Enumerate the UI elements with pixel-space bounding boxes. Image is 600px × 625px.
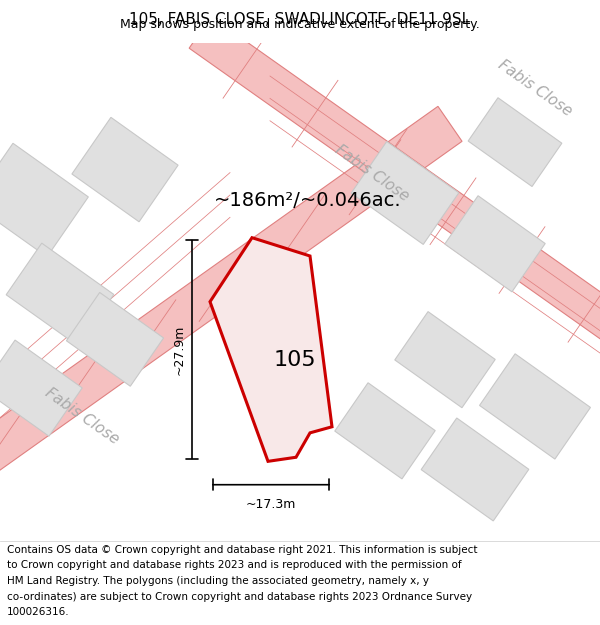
Polygon shape (72, 118, 178, 222)
Text: ~186m²/~0.046ac.: ~186m²/~0.046ac. (214, 191, 402, 210)
Polygon shape (351, 141, 459, 244)
Text: ~17.3m: ~17.3m (246, 498, 296, 511)
Text: 100026316.: 100026316. (7, 608, 70, 618)
Polygon shape (0, 106, 462, 497)
Text: 105, FABIS CLOSE, SWADLINCOTE, DE11 9SL: 105, FABIS CLOSE, SWADLINCOTE, DE11 9SL (130, 12, 470, 27)
Polygon shape (421, 418, 529, 521)
Text: Contains OS data © Crown copyright and database right 2021. This information is : Contains OS data © Crown copyright and d… (7, 545, 478, 555)
Text: co-ordinates) are subject to Crown copyright and database rights 2023 Ordnance S: co-ordinates) are subject to Crown copyr… (7, 592, 472, 602)
Text: HM Land Registry. The polygons (including the associated geometry, namely x, y: HM Land Registry. The polygons (includin… (7, 576, 429, 586)
Polygon shape (395, 312, 495, 408)
Polygon shape (479, 354, 590, 459)
Text: ~27.9m: ~27.9m (173, 324, 186, 375)
Polygon shape (468, 98, 562, 186)
Polygon shape (0, 143, 88, 257)
Text: Fabis Close: Fabis Close (42, 386, 122, 448)
Polygon shape (67, 292, 164, 386)
Text: 105: 105 (274, 349, 316, 369)
Polygon shape (210, 238, 332, 461)
Text: Map shows position and indicative extent of the property.: Map shows position and indicative extent… (120, 18, 480, 31)
Polygon shape (445, 196, 545, 292)
Polygon shape (6, 243, 114, 346)
Text: Fabis Close: Fabis Close (495, 58, 575, 119)
Text: to Crown copyright and database rights 2023 and is reproduced with the permissio: to Crown copyright and database rights 2… (7, 561, 462, 571)
Polygon shape (335, 382, 435, 479)
Polygon shape (0, 340, 82, 436)
Text: Fabis Close: Fabis Close (332, 142, 412, 204)
Polygon shape (189, 16, 600, 374)
